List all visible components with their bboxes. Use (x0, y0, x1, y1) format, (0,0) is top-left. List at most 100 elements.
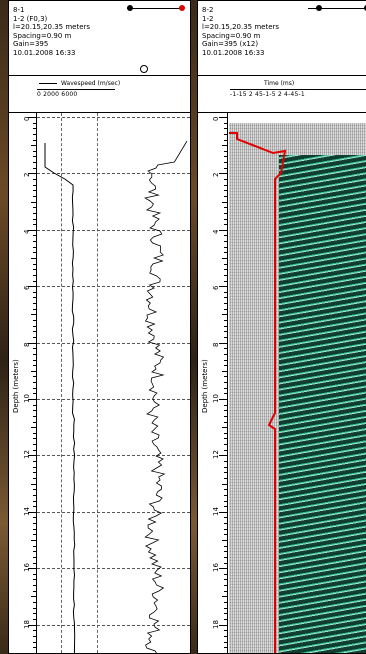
depth-minor-tick (33, 607, 36, 609)
depth-minor-tick (33, 179, 36, 181)
depth-minor-tick (33, 556, 36, 558)
depth-minor-tick (224, 613, 227, 615)
depth-minor-tick (224, 573, 227, 575)
depth-minor-tick (33, 263, 36, 265)
header-line-3: l=20.15,20.35 meters (202, 23, 280, 32)
depth-minor-tick (224, 641, 227, 643)
header-line-4: Spacing=0.90 m (13, 31, 72, 40)
depth-minor-tick (224, 523, 227, 525)
depth-minor-tick (33, 534, 36, 536)
depth-tick-label: 4 (23, 229, 31, 234)
depth-minor-tick (33, 618, 36, 620)
waveform-plot[interactable] (229, 113, 366, 653)
depth-minor-tick (224, 252, 227, 254)
depth-minor-tick (224, 528, 227, 530)
depth-minor-tick (224, 218, 227, 220)
depth-minor-tick (33, 506, 36, 508)
depth-minor-tick (224, 325, 227, 327)
depth-tick (222, 370, 227, 372)
depth-tick (222, 201, 227, 203)
depth-minor-tick (33, 325, 36, 327)
slider-handle-right[interactable] (364, 5, 366, 11)
time-axis: Time (ms) -1-15 2 45-1-5 2 4-45-1 (198, 77, 366, 113)
depth-minor-tick (224, 235, 227, 237)
depth-tick (219, 399, 227, 400)
depth-minor-tick (224, 246, 227, 248)
depth-minor-tick (224, 404, 227, 406)
depth-minor-tick (224, 336, 227, 338)
zero-marker-icon[interactable] (140, 65, 148, 73)
depth-minor-tick (224, 585, 227, 587)
gridline-h (37, 511, 190, 513)
depth-minor-tick (33, 528, 36, 530)
wavespeed-curve (44, 143, 76, 653)
depth-minor-tick (224, 184, 227, 186)
waveform-panel: 8-2 1-2 l=20.15,20.35 meters Spacing=0.9… (197, 0, 366, 654)
depth-minor-tick (224, 241, 227, 243)
slider-handle-left[interactable] (316, 5, 322, 11)
range-slider[interactable] (127, 5, 185, 11)
depth-minor-tick (33, 630, 36, 632)
depth-tick-label: 0 (23, 116, 31, 121)
depth-tick-label: 14 (23, 506, 31, 516)
gridline-h (37, 399, 190, 400)
slider-handle-left[interactable] (127, 5, 133, 11)
depth-minor-tick (33, 224, 36, 226)
slider-handle-right[interactable] (179, 5, 185, 11)
depth-minor-tick (33, 551, 36, 553)
depth-minor-tick (224, 139, 227, 141)
depth-tick-label: 6 (23, 285, 31, 291)
depth-tick (222, 145, 227, 147)
depth-tick (222, 540, 227, 541)
velocity-noise-curve (144, 140, 188, 653)
depth-tick-label: 8 (23, 342, 31, 347)
legend-line (39, 83, 57, 84)
depth-minor-tick (224, 156, 227, 158)
depth-minor-tick (33, 573, 36, 575)
wavespeed-plot[interactable] (37, 113, 190, 653)
depth-tick-label: 0 (212, 116, 220, 121)
wavespeed-axis: Wavespeed (m/sec) 0 2000 6000 (9, 77, 190, 113)
depth-tick-label: 12 (212, 450, 220, 460)
depth-minor-tick (33, 477, 36, 479)
depth-tick (28, 624, 36, 626)
wavespeed-axis-label: Wavespeed (m/sec) (61, 80, 121, 87)
depth-minor-tick (33, 585, 36, 587)
depth-minor-tick (224, 466, 227, 468)
depth-minor-tick (33, 579, 36, 581)
depth-minor-tick (224, 207, 227, 209)
depth-tick-label: 14 (212, 506, 220, 516)
depth-minor-tick (33, 207, 36, 209)
header-line-2: 1-2 (F0,3) (13, 14, 48, 23)
gridline-h (37, 286, 190, 288)
depth-minor-tick (224, 303, 227, 305)
depth-minor-tick (224, 517, 227, 519)
depth-tick-label: 6 (212, 285, 220, 291)
depth-tick (31, 258, 36, 259)
first-break-pick[interactable] (229, 113, 366, 654)
depth-minor-tick (224, 618, 227, 620)
depth-minor-tick (224, 630, 227, 632)
range-slider[interactable] (308, 5, 366, 11)
depth-minor-tick (224, 122, 227, 124)
gridline-h (37, 568, 190, 570)
depth-tick (219, 511, 227, 513)
depth-minor-tick (224, 607, 227, 609)
depth-minor-tick (33, 291, 36, 293)
depth-minor-tick (33, 353, 36, 355)
depth-minor-tick (33, 404, 36, 406)
depth-tick (31, 483, 36, 485)
depth-tick (31, 427, 36, 429)
depth-minor-tick (224, 365, 227, 367)
depth-minor-tick (33, 635, 36, 637)
depth-minor-tick (33, 494, 36, 496)
depth-minor-tick (33, 489, 36, 491)
time-axis-line (230, 89, 366, 90)
depth-minor-tick (224, 190, 227, 192)
depth-minor-tick (33, 274, 36, 276)
depth-minor-tick (224, 274, 227, 276)
depth-tick (219, 173, 227, 175)
gridline-h (37, 455, 190, 457)
depth-tick (219, 229, 227, 231)
depth-minor-tick (224, 500, 227, 502)
